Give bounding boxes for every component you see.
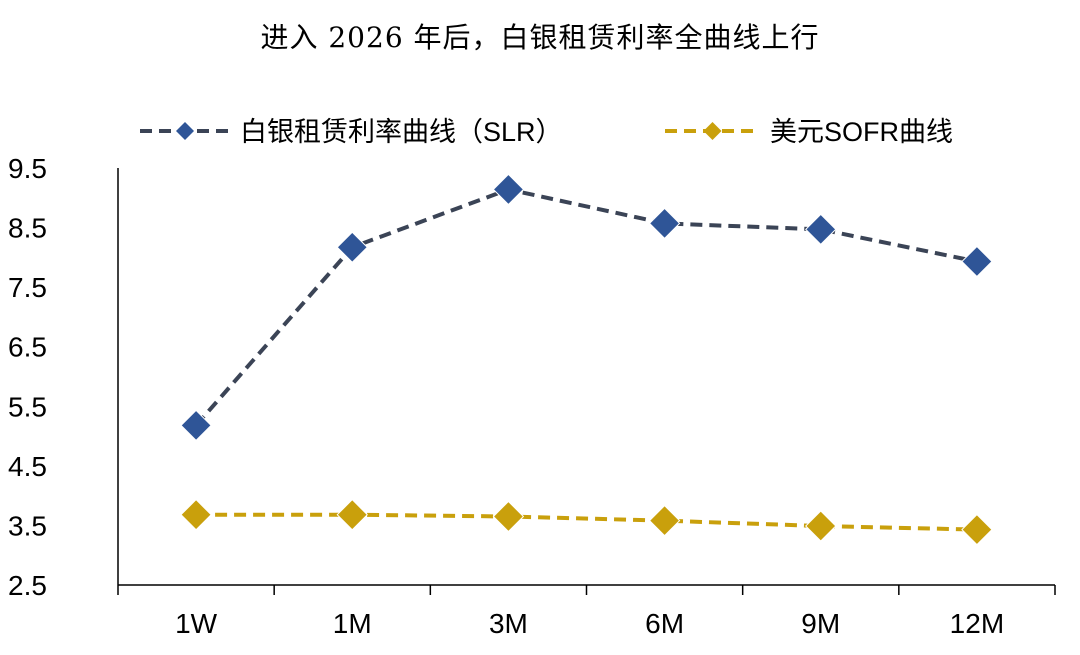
x-tick-label: 12M — [950, 608, 1004, 639]
y-axis-ticks: 9.5 8.5 7.5 6.5 5.5 4.5 3.5 2.5 — [8, 153, 47, 601]
data-point — [805, 510, 837, 542]
y-tick-label: 7.5 — [8, 272, 47, 303]
y-tick-label: 4.5 — [8, 451, 47, 482]
x-tick-label: 1W — [175, 608, 218, 639]
legend-item-2: 美元SOFR曲线 — [665, 117, 953, 147]
data-point — [492, 500, 525, 533]
data-point — [180, 409, 212, 442]
data-point — [180, 498, 212, 531]
data-point — [961, 513, 993, 546]
legend-marker — [176, 122, 194, 140]
data-point — [492, 173, 525, 206]
series-layer — [180, 173, 993, 546]
series-line — [196, 512, 977, 532]
data-point — [648, 504, 681, 537]
series-2 — [180, 498, 993, 546]
data-point — [648, 207, 681, 240]
y-tick-label: 5.5 — [8, 391, 47, 422]
data-point — [805, 213, 837, 246]
y-tick-label: 8.5 — [8, 213, 47, 244]
legend-label: 美元SOFR曲线 — [770, 117, 953, 147]
y-tick-label: 2.5 — [8, 570, 47, 601]
chart-title: 进入 2026 年后，白银租赁利率全曲线上行 — [260, 21, 820, 54]
axes — [117, 168, 1055, 586]
series-line — [194, 187, 978, 427]
legend-item-1: 白银租赁利率曲线（SLR） — [140, 117, 563, 147]
data-point — [336, 498, 368, 531]
x-tick-label: 3M — [489, 608, 528, 639]
legend-marker — [703, 122, 722, 140]
y-tick-label: 9.5 — [8, 153, 47, 184]
legend-label: 白银租赁利率曲线（SLR） — [240, 117, 563, 147]
series-1 — [180, 173, 993, 442]
x-tick-label: 9M — [801, 608, 840, 639]
x-tick-label: 1M — [333, 608, 372, 639]
legend: 白银租赁利率曲线（SLR） 美元SOFR曲线 — [140, 117, 953, 147]
data-point — [961, 245, 993, 278]
y-tick-label: 6.5 — [8, 332, 47, 363]
x-axis-ticks: 1W 1M 3M 6M 9M 12M — [117, 585, 1056, 639]
y-tick-label: 3.5 — [8, 510, 47, 541]
x-tick-label: 6M — [645, 608, 684, 639]
data-point — [336, 231, 368, 263]
